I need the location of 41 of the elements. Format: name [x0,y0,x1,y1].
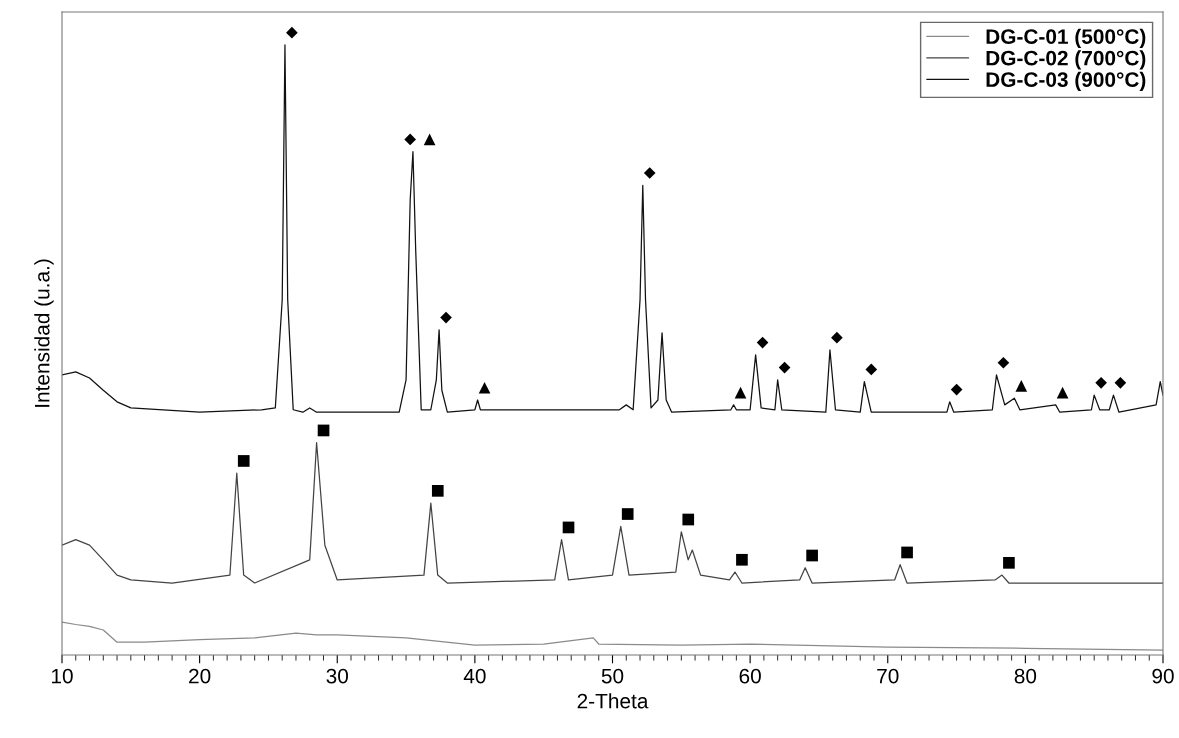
x-tick-label: 40 [463,668,486,684]
annotation: ▲ [423,133,436,146]
annotation: ■ [621,508,634,520]
annotation: ◆ [950,383,963,396]
annotation: ▲ [1056,386,1069,399]
x-tick-label: 30 [326,668,349,684]
annotation: ■ [562,521,575,534]
annotation: ■ [237,455,250,467]
legend-label: DG-C-01 (500°C) [986,28,1146,49]
annotation: ■ [317,424,330,437]
legend-label: DG-C-02 (700°C) [986,50,1146,70]
annotation: ▲ [478,381,491,394]
annotation: ◆ [404,133,416,146]
annotation: ■ [431,484,444,497]
x-tick-label: 60 [739,668,761,684]
x-tick-label: 70 [877,668,899,684]
annotation: ■ [682,513,695,526]
annotation: ◆ [440,311,452,324]
annotation: ▲ [734,386,747,399]
x-tick-label: 50 [601,668,624,684]
x-tick-label: 80 [1014,668,1037,684]
annotation: ■ [1003,556,1015,569]
annotation: ■ [806,549,818,562]
annotation: ◆ [1114,377,1127,389]
annotation: ◆ [831,331,843,344]
x-tick-label: 20 [189,668,211,684]
legend-label: DG-C-03 (900°C) [986,71,1146,92]
annotation: ■ [901,546,913,559]
annotation: ◆ [778,361,791,374]
x-tick-label: 10 [52,668,73,684]
annotation: ▲ [1015,380,1028,392]
annotation: ◆ [997,356,1010,369]
annotation: ◆ [1095,377,1107,389]
annotation: ◆ [286,26,298,39]
x-tick-label: 90 [1152,668,1174,684]
annotation: ◆ [756,336,769,349]
y-axis-title: Intensidad (u.a.) [34,259,54,407]
annotation: ■ [736,553,748,566]
x-axis-title: 2-Theta [577,693,649,709]
annotation: ◆ [643,167,656,179]
annotation: ◆ [865,363,878,376]
